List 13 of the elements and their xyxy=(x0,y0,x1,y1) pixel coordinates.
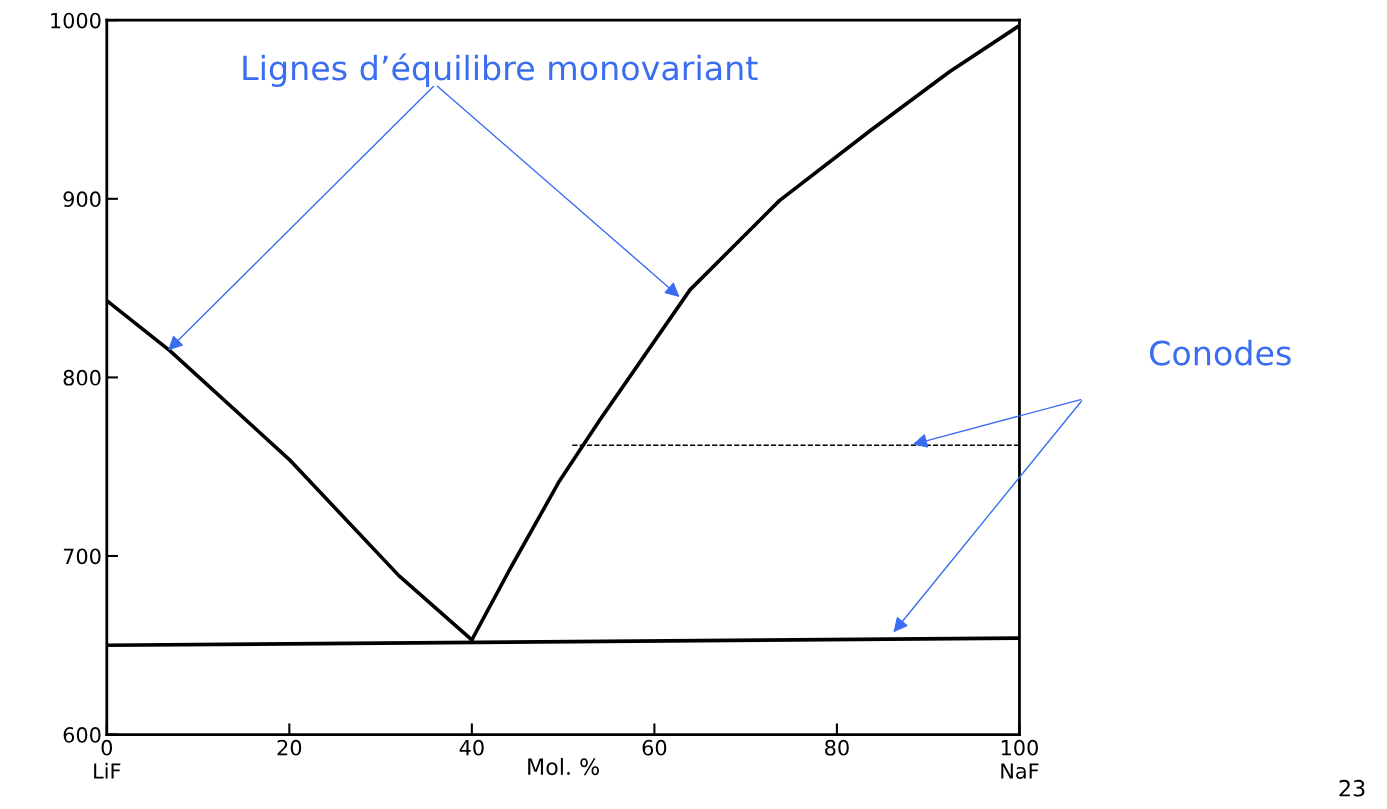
x-tick-label: 40 xyxy=(459,739,484,756)
x-tick-label: 20 xyxy=(277,739,302,756)
y-tick-label: 900 xyxy=(63,191,101,208)
x-tick-label: 80 xyxy=(825,739,849,756)
x-tick-label: 100 NaF xyxy=(1001,739,1039,779)
annotation: Lignes d’équilibre monovariant xyxy=(243,53,758,88)
x-axis-title: Mol. % xyxy=(528,757,599,776)
y-tick-label: 800 xyxy=(63,369,101,386)
text: 23 xyxy=(1339,779,1365,797)
y-tick-label: 700 xyxy=(63,548,101,565)
x-tick-label: 60 xyxy=(642,739,667,756)
text: Conodes xyxy=(1149,339,1291,366)
y-tick-label: 1000 xyxy=(51,12,101,29)
